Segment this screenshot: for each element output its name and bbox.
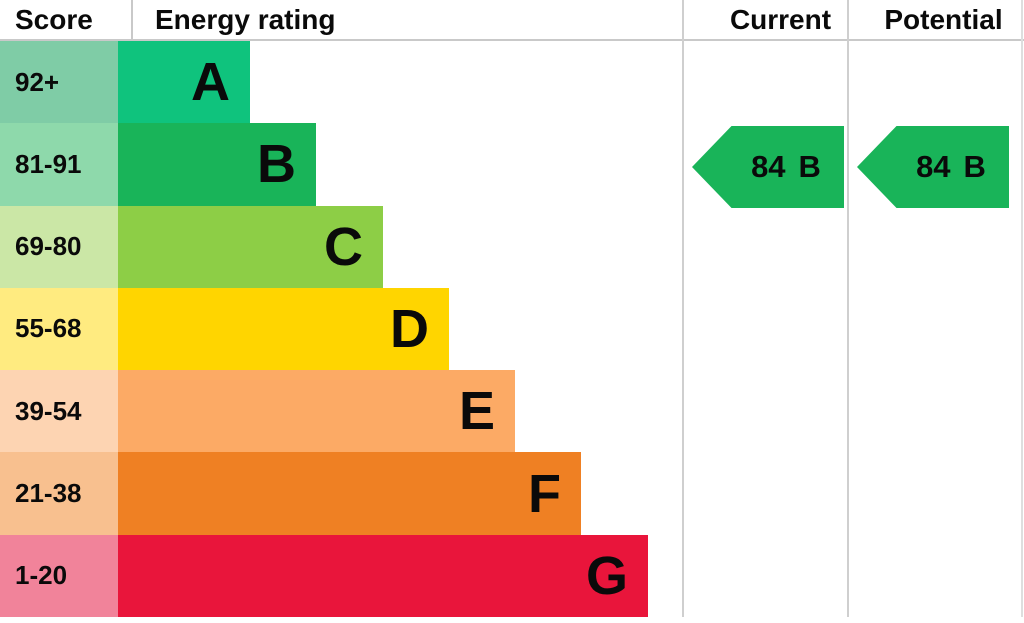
rating-bar: A [118,41,250,124]
band-row-f: 21-38 F [0,452,1024,535]
score-range-cell: 81-91 [0,123,118,206]
energy-rating-column-header: Energy rating [133,0,698,39]
band-row-e: 39-54 E [0,370,1024,453]
potential-column-divider [847,0,849,617]
score-range-cell: 1-20 [0,534,118,617]
rating-letter: E [458,381,495,442]
current-rating-value: 84 [751,149,786,184]
potential-header-label: Potential [884,3,1003,35]
rating-letter: C [324,216,363,277]
rating-bar: E [118,370,515,453]
band-row-c: 69-80 C [0,205,1024,288]
score-range-cell: 39-54 [0,370,118,453]
potential-column-header: Potential [863,0,1024,39]
score-range-cell: 69-80 [0,205,118,288]
rating-bar: F [118,452,581,535]
score-column-header: Score [0,0,133,39]
score-range-cell: 92+ [0,41,118,124]
score-header-label: Score [15,3,93,35]
header-row: Score Energy rating Current Potential [0,0,1024,41]
score-range-cell: 55-68 [0,287,118,371]
rating-letter: D [390,298,429,359]
potential-rating-band: B [963,149,986,184]
current-column-divider [682,0,684,617]
score-range-label: 55-68 [15,313,82,344]
rating-letter: A [191,52,230,113]
rating-bar: G [118,534,648,617]
score-range-cell: 21-38 [0,452,118,535]
score-range-label: 21-38 [15,478,82,509]
rating-letter: B [257,134,296,195]
score-range-label: 92+ [15,66,60,97]
score-range-label: 81-91 [15,148,82,179]
rating-bar: C [118,205,383,288]
rating-letter: F [528,463,561,524]
current-header-label: Current [729,3,832,35]
score-range-label: 1-20 [15,560,68,591]
score-range-label: 69-80 [15,231,82,262]
right-edge-border [1021,0,1023,617]
band-row-g: 1-20 G [0,534,1024,617]
rating-letter: G [585,545,628,606]
band-row-a: 92+ A [0,41,1024,124]
band-row-d: 55-68 D [0,287,1024,371]
rating-bar: B [118,123,316,206]
current-column-header: Current [698,0,863,39]
rating-bands: 92+ A 81-91 B 69-80 C 55-68 [0,41,1024,617]
rating-bar: D [118,287,449,371]
energy-rating-header-label: Energy rating [155,3,336,35]
potential-rating-value: 84 [916,149,951,184]
band-row-b: 81-91 B [0,123,1024,206]
score-range-label: 39-54 [15,395,82,426]
current-rating-band: B [798,149,821,184]
